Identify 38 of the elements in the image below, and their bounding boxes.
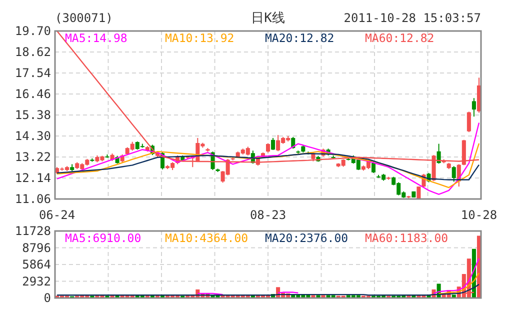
line-series <box>56 142 480 188</box>
y-tick-label: 14.30 <box>14 129 51 144</box>
candlestick <box>416 186 421 199</box>
line-series <box>56 122 480 195</box>
candlestick <box>266 142 270 154</box>
line-series <box>438 272 480 294</box>
text: MA10:4364.00 <box>165 231 248 245</box>
y-tick-label: 11.06 <box>14 192 51 206</box>
text: MA60:12.82 <box>365 31 434 45</box>
y-tick-label: 13.22 <box>14 150 51 164</box>
x-tick-label: 08-23 <box>250 208 286 222</box>
text: MA5:6910.00 <box>65 231 142 245</box>
y-tick-label: 2932 <box>22 274 51 288</box>
text: MA20:12.82 <box>265 31 334 45</box>
candlestick <box>466 111 471 133</box>
x-tick-label: 06-24 <box>38 208 76 222</box>
y-tick-label: 15.38 <box>14 108 51 122</box>
candlestick <box>452 166 456 182</box>
y-tick-label: 12.14 <box>14 171 51 186</box>
y-tick-label: 0 <box>44 291 51 306</box>
y-tick-label: 8796 <box>22 240 51 255</box>
y-tick-label: 5864 <box>22 258 51 272</box>
x-tick-label: 10-28 <box>460 208 498 222</box>
text: MA20:2376.00 <box>265 231 348 245</box>
y-tick-label: 19.70 <box>14 24 51 38</box>
y-tick-label: 11728 <box>14 224 51 238</box>
text: MA10:13.92 <box>165 31 234 45</box>
text: MA60:1183.00 <box>365 231 448 245</box>
y-tick-label: 17.54 <box>14 66 51 80</box>
y-tick-label: 18.62 <box>14 45 51 60</box>
text: (300071) <box>55 11 113 25</box>
y-tick-label: 16.46 <box>14 87 51 102</box>
text: MA5:14.98 <box>65 31 128 45</box>
line-series <box>56 284 480 296</box>
candlestick <box>472 98 476 118</box>
text: 2011-10-28 15:03:57 <box>344 11 481 25</box>
candlestick <box>271 137 276 150</box>
chart-title: 日K线 <box>251 11 285 26</box>
